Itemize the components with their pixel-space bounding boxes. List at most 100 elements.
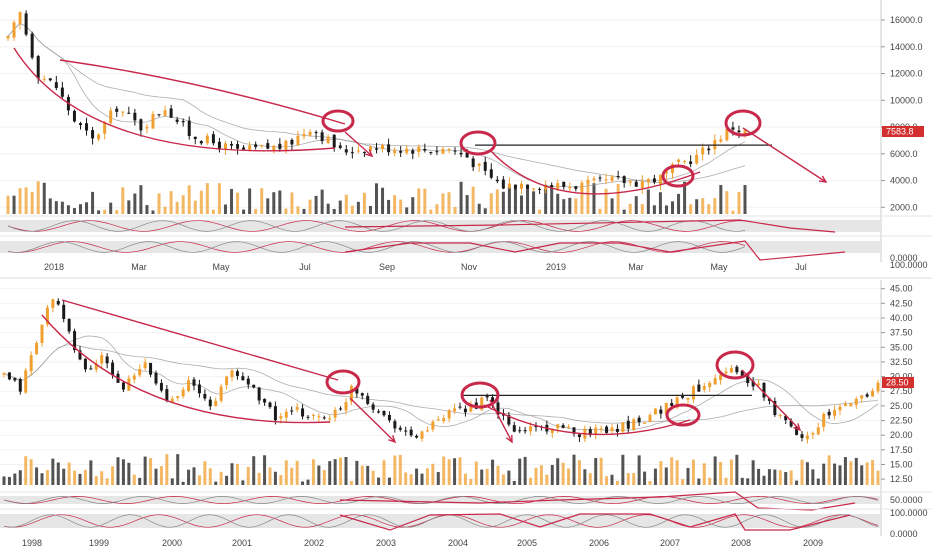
bot-candle-body <box>458 406 462 408</box>
top-volume-bar <box>175 201 179 214</box>
bot-osc-trendline <box>339 513 851 531</box>
top-volume-bar <box>223 204 227 214</box>
bot-volume-bar <box>219 471 223 485</box>
top-arrowhead <box>365 149 374 158</box>
bot-candle-body <box>263 398 267 403</box>
top-candle-body <box>671 164 675 173</box>
bot-osc-tick-label: 100.0000 <box>890 508 928 518</box>
top-volume-bar <box>568 197 572 214</box>
bot-volume-bar <box>241 480 245 485</box>
bot-volume-bar <box>594 458 598 485</box>
top-volume-bar <box>501 191 505 214</box>
bot-volume-bar <box>789 470 793 485</box>
bot-volume-bar <box>100 471 104 485</box>
top-volume-bar <box>121 187 125 214</box>
top-trend-arrow <box>344 131 373 157</box>
bot-candle-body <box>192 379 196 386</box>
top-volume-bar <box>646 189 650 214</box>
bot-volume-bar <box>78 473 82 485</box>
bot-candle-body <box>599 428 603 430</box>
bot-candle-body <box>442 418 446 422</box>
bot-ytick-label: 32.50 <box>890 357 913 367</box>
bot-candle-body <box>279 416 283 419</box>
bot-volume-bar <box>648 481 652 485</box>
top-candle-body <box>260 144 264 147</box>
bot-candle-body <box>453 408 457 412</box>
bot-candle-body <box>355 387 359 394</box>
bot-volume-bar <box>404 472 408 485</box>
bot-candle-body <box>203 393 207 399</box>
top-ytick-label: 14000.0 <box>890 42 923 52</box>
bot-volume-bar <box>458 457 462 485</box>
bot-candle-body <box>708 382 712 388</box>
bot-volume-bar <box>208 468 212 485</box>
top-candle-body <box>731 127 735 130</box>
top-candle-body <box>507 183 511 188</box>
bot-volume-bar <box>447 459 451 485</box>
bot-volume-bar <box>827 455 831 485</box>
bot-volume-bar <box>94 476 98 485</box>
bot-volume-bar <box>529 477 533 485</box>
top-candle-body <box>272 145 276 151</box>
top-candle-body <box>677 159 681 163</box>
top-trend-arrow <box>742 127 827 183</box>
bot-candle-body <box>322 417 326 419</box>
bot-candle-body <box>94 363 98 370</box>
top-volume-bars <box>6 181 747 214</box>
top-volume-bar <box>217 183 221 214</box>
top-candle-body <box>230 143 234 146</box>
top-candle-body <box>598 177 602 179</box>
top-candle-body <box>483 161 487 171</box>
bot-candle-body <box>45 307 49 325</box>
bot-volume-bar <box>843 457 847 485</box>
top-candle-body <box>30 33 34 58</box>
bot-xtick-label: 2000 <box>162 538 182 548</box>
bot-candle-body <box>111 362 115 376</box>
bot-volume-bar <box>257 472 261 485</box>
bot-candle-body <box>154 372 158 384</box>
top-volume-bar <box>562 199 566 214</box>
bot-volume-bar <box>214 481 218 485</box>
bot-candle-body <box>349 386 353 402</box>
bot-volume-bar <box>387 477 391 485</box>
bot-candle-body <box>273 406 277 421</box>
bottom-volume-bars <box>2 454 880 485</box>
top-volume-bar <box>242 209 246 214</box>
bot-osc-tick-label: 50.0000 <box>890 495 923 505</box>
bot-volume-bar <box>143 456 147 485</box>
bot-volume-bar <box>311 459 315 485</box>
bot-candle-body <box>431 421 435 430</box>
top-volume-bar <box>429 209 433 214</box>
bot-candle-body <box>849 403 853 406</box>
bot-volume-bar <box>605 476 609 485</box>
bot-candle-body <box>822 413 826 427</box>
top-volume-bar <box>296 206 300 214</box>
top-volume-bar <box>54 201 58 214</box>
bot-candle-body <box>214 400 218 407</box>
top-volume-bar <box>145 205 149 214</box>
top-osc-line <box>7 241 746 253</box>
bot-ytick-label: 42.50 <box>890 298 913 308</box>
bot-xtick-label: 2003 <box>376 538 396 548</box>
top-candle-body <box>640 181 644 189</box>
bot-candle-body <box>713 378 717 385</box>
bot-candle-body <box>719 375 723 381</box>
top-candle-body <box>387 144 391 153</box>
bot-candle-body <box>219 386 223 401</box>
bot-volume-bar <box>523 456 527 485</box>
top-candle-body <box>296 135 300 146</box>
top-osc-tick-label: 100.0000 <box>890 260 928 270</box>
top-candle-body <box>592 178 596 181</box>
bot-candle-body <box>360 393 364 396</box>
bot-candle-body <box>268 402 272 408</box>
top-candle-body <box>375 148 378 150</box>
top-volume-bar <box>544 184 548 214</box>
bot-trend-arrow <box>489 399 513 443</box>
top-candle-body <box>719 139 723 142</box>
bot-volume-bar <box>284 460 288 485</box>
top-candle-body <box>242 147 246 150</box>
top-candle-body <box>157 114 161 116</box>
bot-candle-body <box>398 427 402 430</box>
top-volume-bar <box>465 195 469 214</box>
bot-volume-bar <box>279 475 283 485</box>
